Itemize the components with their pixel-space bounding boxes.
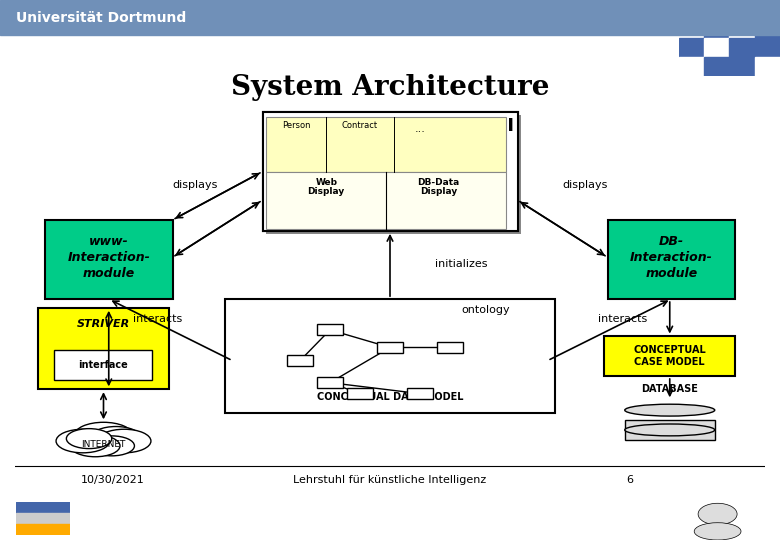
Text: www-
Interaction-
module: www- Interaction- module <box>67 235 151 280</box>
FancyBboxPatch shape <box>263 112 517 231</box>
Ellipse shape <box>89 436 134 456</box>
Bar <box>679 0 704 19</box>
Bar <box>729 57 754 76</box>
Bar <box>52 524 70 535</box>
Bar <box>729 19 754 38</box>
Text: CONCEPTUAL DATA MODEL: CONCEPTUAL DATA MODEL <box>317 393 463 402</box>
Text: interacts: interacts <box>133 314 182 324</box>
Bar <box>52 513 70 524</box>
FancyBboxPatch shape <box>263 112 517 231</box>
Bar <box>754 38 780 57</box>
Text: GUI: GUI <box>477 117 514 134</box>
Bar <box>679 57 704 76</box>
Bar <box>704 38 729 57</box>
Bar <box>16 524 34 535</box>
Text: ...: ... <box>414 124 425 134</box>
Text: displays: displays <box>172 180 218 190</box>
Text: Person: Person <box>282 121 310 130</box>
Bar <box>704 19 729 38</box>
Ellipse shape <box>56 429 110 453</box>
Text: Lehrstuhl für künstliche Intelligenz: Lehrstuhl für künstliche Intelligenz <box>293 475 487 485</box>
FancyBboxPatch shape <box>377 342 403 353</box>
Bar <box>754 57 780 76</box>
FancyBboxPatch shape <box>37 308 168 389</box>
FancyBboxPatch shape <box>225 299 555 414</box>
Bar <box>16 513 34 524</box>
Text: CONCEPTUAL
CASE MODEL: CONCEPTUAL CASE MODEL <box>633 346 706 367</box>
Text: STRIVER: STRIVER <box>77 319 130 329</box>
Text: interface: interface <box>78 360 128 370</box>
Text: 10/30/2021: 10/30/2021 <box>80 475 144 485</box>
Ellipse shape <box>75 422 133 448</box>
Ellipse shape <box>625 404 714 416</box>
Text: Contract: Contract <box>342 121 378 130</box>
Ellipse shape <box>91 427 140 448</box>
Text: INTERNET: INTERNET <box>81 440 126 449</box>
Bar <box>754 19 780 38</box>
Bar <box>729 0 754 19</box>
Text: Display: Display <box>307 187 345 196</box>
Ellipse shape <box>698 503 737 525</box>
Text: DATABASE: DATABASE <box>641 383 698 394</box>
FancyBboxPatch shape <box>437 342 463 353</box>
Text: DB-Data: DB-Data <box>417 178 460 187</box>
FancyBboxPatch shape <box>317 377 343 388</box>
Text: Display: Display <box>420 187 457 196</box>
Bar <box>34 513 52 524</box>
FancyBboxPatch shape <box>347 388 373 399</box>
Text: displays: displays <box>562 180 608 190</box>
Bar <box>704 0 729 19</box>
Bar <box>34 502 52 513</box>
FancyBboxPatch shape <box>54 350 151 381</box>
Bar <box>52 502 70 513</box>
FancyBboxPatch shape <box>287 355 313 366</box>
Text: ontology: ontology <box>461 305 510 315</box>
Text: 6: 6 <box>626 475 633 485</box>
FancyBboxPatch shape <box>604 336 735 376</box>
Ellipse shape <box>70 435 120 457</box>
FancyBboxPatch shape <box>317 325 343 335</box>
Ellipse shape <box>625 424 714 436</box>
FancyBboxPatch shape <box>625 420 714 440</box>
FancyBboxPatch shape <box>266 117 506 172</box>
Text: System Architecture: System Architecture <box>231 75 549 102</box>
FancyBboxPatch shape <box>45 220 172 299</box>
Bar <box>679 38 704 57</box>
Bar <box>729 38 754 57</box>
Bar <box>754 0 780 19</box>
Text: Universität Dortmund: Universität Dortmund <box>16 11 186 25</box>
Bar <box>704 57 729 76</box>
FancyBboxPatch shape <box>266 115 521 234</box>
FancyBboxPatch shape <box>608 220 735 299</box>
FancyBboxPatch shape <box>266 172 506 229</box>
Bar <box>679 19 704 38</box>
Ellipse shape <box>98 429 151 453</box>
FancyBboxPatch shape <box>407 388 433 399</box>
Text: initializes: initializes <box>435 259 488 269</box>
Ellipse shape <box>694 523 741 540</box>
Text: Web: Web <box>315 178 337 187</box>
Ellipse shape <box>66 429 112 449</box>
Bar <box>34 524 52 535</box>
Bar <box>16 502 34 513</box>
Text: interacts: interacts <box>598 314 647 324</box>
Text: DB-
Interaction-
module: DB- Interaction- module <box>629 235 713 280</box>
